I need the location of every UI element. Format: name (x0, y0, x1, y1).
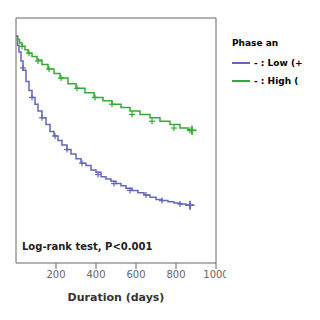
svg-text:400: 400 (86, 269, 105, 280)
html-text:- : High (: - : High ( (254, 76, 299, 86)
svg-text:1000: 1000 (203, 269, 226, 280)
html-text:- : Low (+: - : Low (+ (254, 58, 303, 68)
svg-text:600: 600 (126, 269, 145, 280)
svg-text:Duration (days): Duration (days) (68, 291, 165, 304)
svg-text:200: 200 (46, 269, 65, 280)
html-text:Log-rank test, P<0.001: Log-rank test, P<0.001 (22, 241, 153, 252)
svg-text:800: 800 (166, 269, 185, 280)
html-text:Phase an: Phase an (232, 38, 279, 48)
